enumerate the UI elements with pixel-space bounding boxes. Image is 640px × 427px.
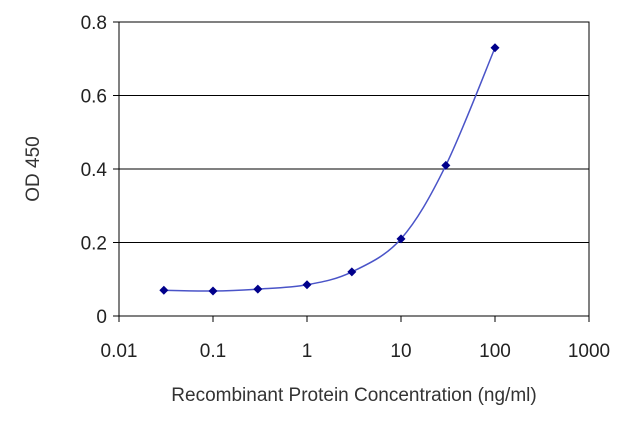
- x-tick-label: 0.01: [101, 341, 138, 362]
- data-point-marker: [208, 286, 218, 296]
- y-tick-label: 0.8: [81, 13, 107, 34]
- y-axis-title: OD 450: [23, 136, 44, 201]
- x-axis-title: Recombinant Protein Concentration (ng/ml…: [171, 385, 536, 406]
- x-axis-ticks: 0.01 0.1 1 10 100 1000: [101, 316, 610, 362]
- x-tick-label: 1000: [568, 341, 610, 362]
- data-point-marker: [347, 267, 357, 277]
- data-points: [159, 43, 500, 296]
- data-point-marker: [490, 43, 500, 53]
- data-point-marker: [441, 160, 451, 170]
- y-tick-label: 0: [96, 307, 107, 328]
- data-point-marker: [302, 280, 312, 290]
- data-point-marker: [253, 284, 263, 294]
- gridlines: [119, 95, 589, 243]
- x-tick-label: 0.1: [200, 341, 226, 362]
- x-tick-label: 100: [479, 341, 511, 362]
- data-point-marker: [396, 234, 406, 244]
- y-tick-label: 0.2: [81, 234, 107, 255]
- x-tick-label: 10: [390, 341, 411, 362]
- y-tick-label: 0.6: [81, 87, 107, 108]
- data-point-marker: [159, 285, 169, 295]
- x-tick-label: 1: [302, 341, 313, 362]
- y-tick-label: 0.4: [81, 160, 108, 181]
- y-axis-ticks: 0 0.2 0.4 0.6 0.8: [81, 13, 119, 328]
